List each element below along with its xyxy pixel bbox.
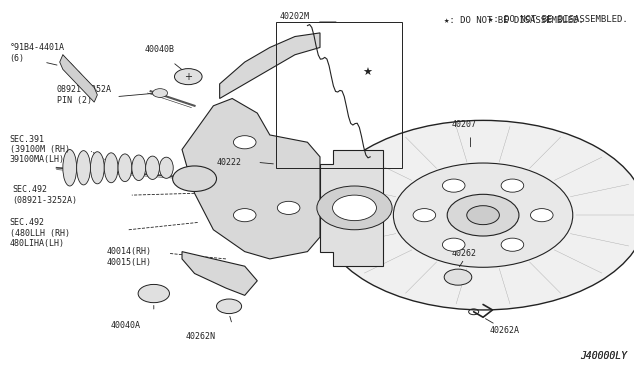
- Circle shape: [216, 299, 242, 314]
- Circle shape: [152, 89, 168, 97]
- Text: SEC.391
(39100M (RH)
39100MA(LH): SEC.391 (39100M (RH) 39100MA(LH): [10, 135, 70, 164]
- Circle shape: [501, 179, 524, 192]
- Ellipse shape: [132, 155, 146, 180]
- Circle shape: [317, 186, 392, 230]
- Polygon shape: [60, 55, 97, 102]
- Ellipse shape: [77, 151, 90, 185]
- Text: ★: ★: [362, 68, 372, 78]
- Circle shape: [467, 206, 499, 225]
- Circle shape: [333, 195, 376, 221]
- Text: 40040A: 40040A: [111, 321, 141, 330]
- Circle shape: [394, 163, 573, 267]
- Circle shape: [173, 166, 216, 192]
- Text: J40000LY: J40000LY: [580, 351, 627, 361]
- Circle shape: [442, 179, 465, 192]
- Text: 40202M: 40202M: [280, 12, 310, 21]
- Text: ★: DO NOT BE DISASSEMBLED.: ★: DO NOT BE DISASSEMBLED.: [488, 15, 627, 24]
- Ellipse shape: [90, 152, 104, 184]
- Circle shape: [501, 238, 524, 251]
- Circle shape: [413, 209, 436, 222]
- Ellipse shape: [63, 150, 77, 186]
- Text: 40040B: 40040B: [145, 45, 174, 54]
- Ellipse shape: [104, 153, 118, 183]
- Circle shape: [444, 269, 472, 285]
- Circle shape: [138, 285, 170, 303]
- Ellipse shape: [146, 156, 159, 179]
- Ellipse shape: [159, 157, 173, 178]
- Circle shape: [234, 209, 256, 222]
- Text: 40014(RH)
40015(LH): 40014(RH) 40015(LH): [107, 247, 152, 267]
- Circle shape: [175, 68, 202, 85]
- Text: 40262N: 40262N: [186, 332, 216, 341]
- Circle shape: [447, 194, 519, 236]
- Circle shape: [531, 209, 553, 222]
- Circle shape: [320, 121, 640, 310]
- Text: +: +: [184, 72, 192, 81]
- Text: 40262A: 40262A: [490, 326, 519, 334]
- Text: °91B4-4401A
(6): °91B4-4401A (6): [10, 43, 65, 62]
- Circle shape: [277, 201, 300, 214]
- Text: 08921-3252A
PIN (2): 08921-3252A PIN (2): [56, 85, 111, 105]
- Polygon shape: [182, 251, 257, 295]
- Polygon shape: [182, 99, 320, 259]
- Polygon shape: [320, 150, 383, 266]
- Text: ★: DO NOT BE DISASSEMBLED.: ★: DO NOT BE DISASSEMBLED.: [444, 16, 584, 25]
- Text: 40262: 40262: [452, 249, 477, 258]
- Circle shape: [442, 238, 465, 251]
- Text: SEC.492
(480LLH (RH)
480LIHA(LH): SEC.492 (480LLH (RH) 480LIHA(LH): [10, 218, 70, 248]
- Circle shape: [234, 136, 256, 149]
- Text: SEC.492
(08921-3252A): SEC.492 (08921-3252A): [13, 185, 77, 205]
- Polygon shape: [220, 33, 320, 99]
- Text: 40222: 40222: [216, 158, 242, 167]
- Ellipse shape: [118, 154, 132, 182]
- Bar: [276, 22, 401, 168]
- Text: J40000LY: J40000LY: [580, 351, 627, 361]
- Text: 40207: 40207: [452, 119, 477, 128]
